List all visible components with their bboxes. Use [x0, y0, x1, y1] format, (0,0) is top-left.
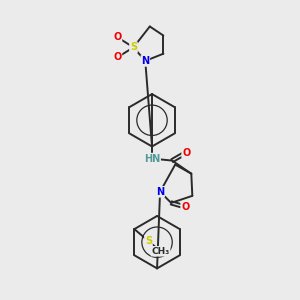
- Text: O: O: [182, 148, 190, 158]
- Text: CH₃: CH₃: [152, 247, 170, 256]
- Text: O: O: [181, 202, 189, 212]
- Text: N: N: [141, 56, 149, 66]
- Text: S: S: [145, 236, 152, 246]
- Text: S: S: [130, 42, 137, 52]
- Text: N: N: [156, 187, 164, 197]
- Text: O: O: [113, 32, 122, 42]
- Text: HN: HN: [144, 154, 160, 164]
- Text: O: O: [113, 52, 122, 62]
